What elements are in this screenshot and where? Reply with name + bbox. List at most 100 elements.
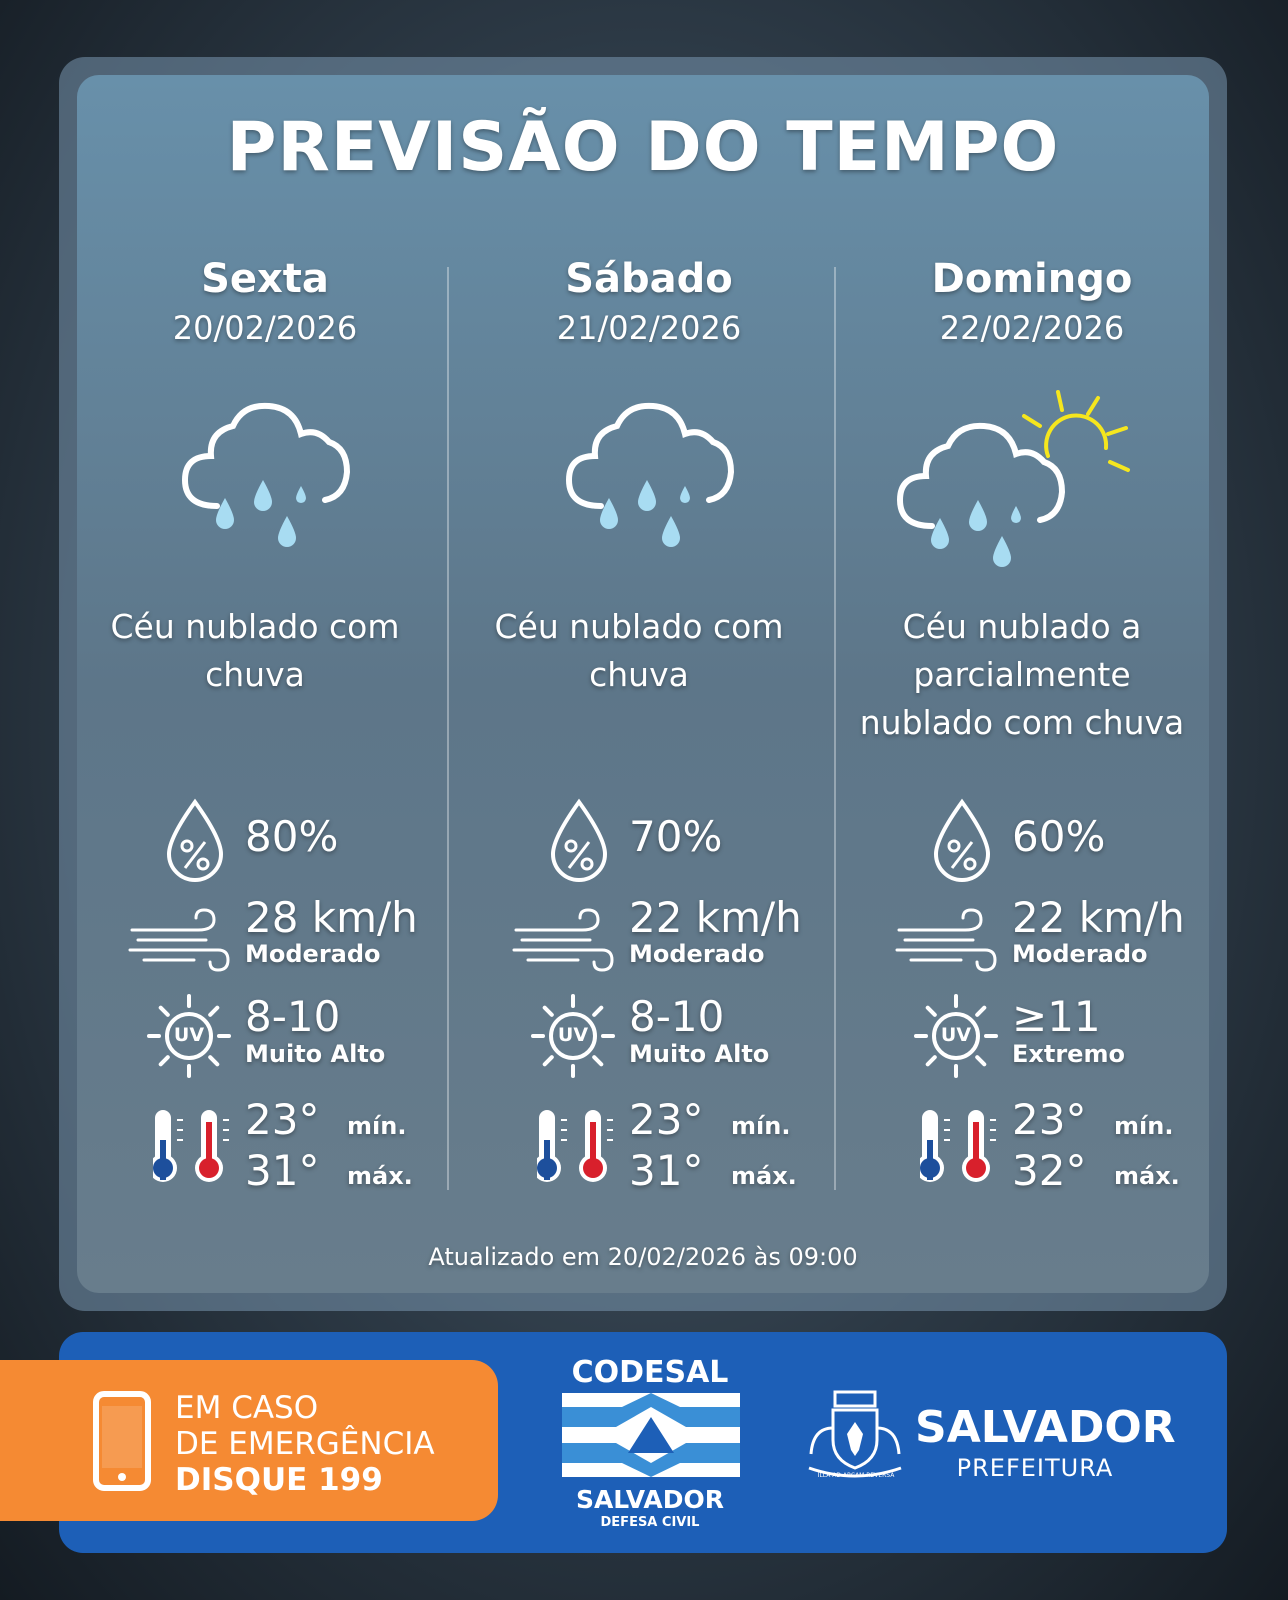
day-name: Sexta xyxy=(201,256,329,302)
icon-part xyxy=(177,1119,183,1141)
uv-icon xyxy=(531,994,615,1078)
sun-icon xyxy=(1022,390,1130,472)
icon-part xyxy=(897,908,983,932)
icon-part xyxy=(542,1005,554,1017)
icon-part xyxy=(895,948,997,972)
icon-part xyxy=(931,518,949,549)
phone-icon xyxy=(93,1391,151,1491)
icon-part xyxy=(223,1119,229,1141)
icon-part xyxy=(628,1417,674,1453)
uv-icon xyxy=(914,994,998,1078)
uv-index: ≥11 xyxy=(1012,992,1101,1041)
icon-part xyxy=(590,1122,596,1162)
codesal-logo xyxy=(562,1393,740,1477)
weather-icon xyxy=(896,422,1066,567)
temp-min: 23° xyxy=(1012,1095,1087,1144)
weather-icon xyxy=(181,402,351,547)
icon-part xyxy=(932,1012,980,1060)
icon-part xyxy=(199,1158,219,1178)
icon-part xyxy=(539,1110,555,1164)
icon-part xyxy=(1044,413,1109,458)
day-name: Domingo xyxy=(931,256,1133,302)
thermometers xyxy=(920,1110,996,1182)
icon-part xyxy=(562,1393,740,1427)
icon-part xyxy=(130,908,216,932)
uv-icon xyxy=(147,994,231,1078)
day-name: Sábado xyxy=(565,256,733,302)
icon-part xyxy=(1108,460,1130,472)
icon-part xyxy=(993,536,1011,567)
icon-part xyxy=(896,422,1066,529)
icon-part xyxy=(833,1390,877,1408)
icon-part xyxy=(512,948,614,972)
temp-max-label: máx. xyxy=(347,1162,413,1190)
icon-part xyxy=(565,402,735,509)
icon-part xyxy=(1022,414,1042,428)
icon-part xyxy=(969,500,987,531)
title: PREVISÃO DO TEMPO xyxy=(226,108,1060,187)
rain-icon xyxy=(166,798,224,882)
icon-part xyxy=(1086,396,1100,416)
description: Céu nublado com chuva xyxy=(494,607,784,694)
rain-chance: 80% xyxy=(245,812,339,861)
uv-level: Muito Alto xyxy=(629,1040,770,1068)
day-date: 21/02/2026 xyxy=(556,309,742,347)
icon-part xyxy=(196,857,210,871)
icon-part xyxy=(562,1443,740,1477)
icon-part xyxy=(512,908,614,972)
icon-part xyxy=(118,1473,126,1481)
icon-part xyxy=(975,1055,987,1067)
description: Céu nublado a parcialmente nublado com c… xyxy=(859,607,1185,742)
icon-part xyxy=(600,498,618,529)
updated-note: Atualizado em 20/02/2026 às 09:00 xyxy=(428,1243,858,1271)
icon-part xyxy=(990,1119,996,1141)
temp-min-label: mín. xyxy=(731,1112,791,1140)
icon-part xyxy=(206,1122,212,1162)
emergency-phone: DISQUE 199 xyxy=(175,1462,383,1498)
icon-part xyxy=(638,480,656,511)
rain-chance: 70% xyxy=(629,812,723,861)
icon-part xyxy=(208,1005,220,1017)
icon-part xyxy=(831,1408,879,1470)
icon-part xyxy=(561,1119,567,1141)
rain-icon xyxy=(933,798,991,882)
icon-part xyxy=(944,1119,950,1141)
icon-part xyxy=(925,1055,937,1067)
prefeitura-name: SALVADOR xyxy=(915,1402,1176,1453)
icon-part xyxy=(947,839,961,853)
wind-speed: 22 km/h xyxy=(629,893,802,942)
panel-inner xyxy=(77,75,1209,1293)
emergency-box xyxy=(0,1360,498,1521)
icon-part xyxy=(975,1005,987,1017)
icon-part xyxy=(1011,506,1021,524)
icon-part xyxy=(158,1055,170,1067)
icon-part xyxy=(216,498,234,529)
icon-part xyxy=(592,1005,604,1017)
codesal-subtitle: DEFESA CIVIL xyxy=(600,1515,700,1530)
uv-label: UV xyxy=(173,1024,205,1046)
codesal-city: SALVADOR xyxy=(575,1485,725,1514)
icon-part xyxy=(165,1012,213,1060)
icon-part xyxy=(208,1055,220,1067)
coat-of-arms xyxy=(808,1390,902,1478)
icon-part xyxy=(153,1158,173,1178)
wind-label: Moderado xyxy=(629,940,765,968)
icon-part xyxy=(895,908,997,972)
icon-part xyxy=(922,1110,938,1164)
icon-part xyxy=(920,1158,940,1178)
thermometers xyxy=(537,1110,613,1182)
rain-chance: 60% xyxy=(1012,812,1106,861)
wind-speed: 22 km/h xyxy=(1012,893,1185,942)
divider xyxy=(834,267,836,1190)
icon-part xyxy=(181,402,351,509)
wind-label: Moderado xyxy=(245,940,381,968)
icon-part xyxy=(808,1466,902,1478)
codesal-name: CODESAL xyxy=(571,1355,729,1390)
wind-icon xyxy=(512,908,614,972)
prefeitura-subtitle: PREFEITURA xyxy=(956,1454,1114,1482)
temp-max-label: máx. xyxy=(731,1162,797,1190)
description: Céu nublado com chuva xyxy=(110,607,400,694)
icon-part xyxy=(847,1422,863,1456)
icon-part xyxy=(966,1158,986,1178)
